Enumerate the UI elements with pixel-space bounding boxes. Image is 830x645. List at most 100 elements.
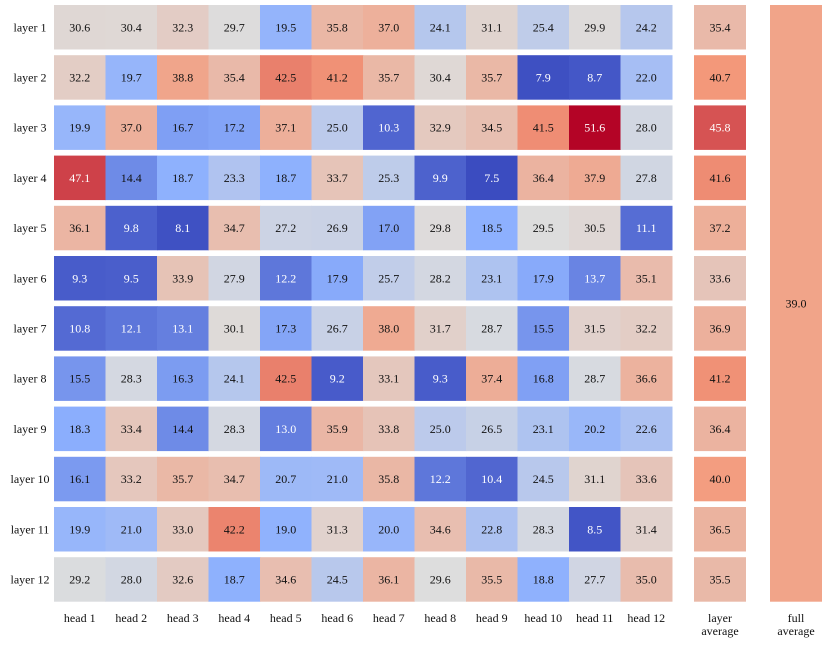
heatmap-cell — [208, 205, 261, 251]
cell-value: 23.1 — [533, 422, 554, 436]
layer-labels: layer 1 layer 2 layer 3 layer 4 layer 5 layer… — [11, 20, 50, 586]
heatmap-cell — [105, 205, 158, 251]
cell-value: 35.5 — [481, 572, 502, 586]
heatmap-cell — [105, 256, 158, 301]
head-heatmap: 30.6 30.4 32.3 29.7 19.5 35.8 37.0 24.1 31.1 25.4… — [54, 5, 673, 602]
cell-value: 12.2 — [275, 271, 296, 285]
heatmap-cell — [208, 306, 261, 351]
heatmap-cell — [105, 406, 158, 452]
cell-value: 36.1 — [69, 221, 90, 235]
heatmap-cell — [260, 105, 312, 150]
row-label: layer 10 — [11, 472, 50, 486]
cell-value: 17.9 — [327, 271, 348, 285]
cell-value: 18.8 — [533, 572, 554, 586]
row-label: layer 3 — [14, 121, 47, 135]
heatmap-cell — [620, 406, 673, 452]
cell-value: 14.4 — [121, 171, 142, 185]
full-average-label: full — [788, 611, 805, 625]
cell-value: 35.7 — [481, 70, 502, 84]
cell-value: 9.2 — [330, 372, 345, 386]
heatmap-cell — [105, 306, 158, 351]
row-label: layer 4 — [14, 171, 47, 185]
heatmap-cell — [157, 256, 209, 301]
cell-value: 35.4 — [224, 70, 245, 84]
layer-average-cell — [694, 256, 746, 301]
row-label: layer 11 — [11, 522, 50, 536]
layer-average-value: 35.4 — [710, 20, 731, 34]
cell-value: 31.7 — [430, 321, 451, 335]
row-label: layer 12 — [11, 572, 50, 586]
heatmap-cell — [414, 205, 467, 251]
cell-value: 34.7 — [224, 472, 245, 486]
heatmap-cell — [517, 456, 570, 502]
heatmap-cell — [620, 155, 673, 201]
cell-value: 26.5 — [481, 422, 502, 436]
heatmap-cell — [54, 105, 106, 150]
row-label: layer 7 — [14, 321, 47, 335]
heatmap-cell — [414, 5, 467, 50]
cell-value: 30.4 — [121, 20, 142, 34]
layer-average-cell — [694, 155, 746, 201]
cell-value: 29.9 — [584, 20, 605, 34]
cell-value: 31.4 — [636, 522, 657, 536]
cell-value: 33.4 — [121, 422, 142, 436]
heatmap-cell — [569, 55, 621, 100]
cell-value: 24.1 — [430, 20, 451, 34]
cell-value: 28.0 — [636, 121, 657, 135]
cell-value: 29.2 — [69, 572, 90, 586]
heatmap-cell — [311, 406, 364, 452]
column-label: head 2 — [115, 611, 147, 625]
heatmap-cell — [157, 205, 209, 251]
cell-value: 28.2 — [430, 271, 451, 285]
cell-value: 28.3 — [224, 422, 245, 436]
column-label: head 6 — [321, 611, 353, 625]
heatmap-cell — [569, 155, 621, 201]
heatmap-cell — [363, 5, 415, 50]
column-label: head 1 — [64, 611, 96, 625]
cell-value: 18.7 — [224, 572, 245, 586]
cell-value: 18.7 — [172, 171, 193, 185]
cell-value: 26.7 — [327, 321, 348, 335]
heatmap-cell — [208, 356, 261, 401]
heatmap-cell — [54, 205, 106, 251]
heatmap-cell — [363, 205, 415, 251]
heatmap-cell — [569, 205, 621, 251]
cell-value: 37.0 — [121, 121, 142, 135]
layer-average-cell — [694, 5, 746, 50]
cell-value: 35.1 — [636, 271, 657, 285]
cell-value: 19.7 — [121, 70, 142, 84]
cell-value: 36.1 — [378, 572, 399, 586]
heatmap-cell — [620, 456, 673, 502]
heatmap-cell — [620, 256, 673, 301]
heatmap-cell — [157, 557, 209, 602]
cell-value: 21.0 — [327, 472, 348, 486]
heatmap-cell — [466, 105, 518, 150]
cell-value: 24.5 — [327, 572, 348, 586]
cell-value: 33.9 — [172, 271, 193, 285]
cell-value: 35.0 — [636, 572, 657, 586]
cell-value: 15.5 — [533, 321, 554, 335]
heatmap-cell — [54, 5, 106, 50]
cell-value: 9.8 — [124, 221, 139, 235]
heatmap-cell — [517, 557, 570, 602]
cell-value: 21.0 — [121, 522, 142, 536]
heatmap-cell — [157, 5, 209, 50]
heatmap-cell — [466, 557, 518, 602]
cell-value: 29.7 — [224, 20, 245, 34]
cell-value: 17.2 — [224, 121, 245, 135]
layer-average-label: average — [701, 624, 738, 638]
cell-value: 17.3 — [275, 321, 296, 335]
heatmap-cell — [311, 205, 364, 251]
cell-value: 32.2 — [69, 70, 90, 84]
heatmap-cell — [517, 507, 570, 552]
layer-average-cell — [694, 406, 746, 452]
heatmap-cell — [363, 507, 415, 552]
cell-value: 9.9 — [433, 171, 448, 185]
cell-value: 31.5 — [584, 321, 605, 335]
full-average-cell — [770, 5, 822, 602]
heatmap-cell — [157, 105, 209, 150]
cell-value: 8.7 — [587, 70, 602, 84]
heatmap-cell — [208, 507, 261, 552]
heatmap-cell — [363, 456, 415, 502]
layer-average-cell — [694, 105, 746, 150]
